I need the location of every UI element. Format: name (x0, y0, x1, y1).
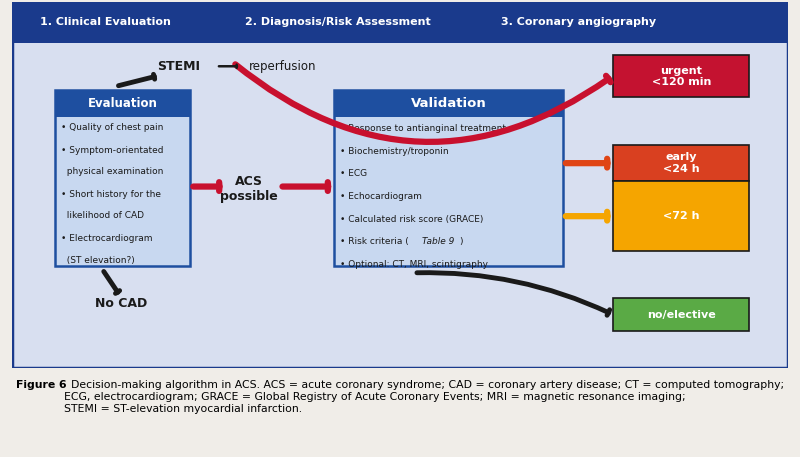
FancyBboxPatch shape (614, 145, 749, 181)
Text: • Optional: CT, MRI, scintigraphy: • Optional: CT, MRI, scintigraphy (340, 260, 488, 269)
Text: Evaluation: Evaluation (88, 97, 158, 110)
Text: Table 9: Table 9 (422, 237, 454, 246)
Text: no/elective: no/elective (647, 310, 716, 320)
Text: Figure 6: Figure 6 (16, 380, 66, 390)
Text: 1. Clinical Evaluation: 1. Clinical Evaluation (40, 17, 170, 27)
Text: 3. Coronary angiography: 3. Coronary angiography (501, 17, 656, 27)
Text: • Risk criteria (: • Risk criteria ( (340, 237, 409, 246)
Text: • Echocardiogram: • Echocardiogram (340, 192, 422, 201)
FancyBboxPatch shape (12, 2, 788, 368)
FancyBboxPatch shape (54, 90, 190, 266)
Text: early
<24 h: early <24 h (663, 152, 700, 174)
Text: No CAD: No CAD (94, 298, 146, 310)
Text: ): ) (459, 237, 462, 246)
Text: Decision-making algorithm in ACS. ACS = acute coronary syndrome; CAD = coronary : Decision-making algorithm in ACS. ACS = … (64, 380, 784, 414)
FancyBboxPatch shape (334, 90, 563, 266)
FancyBboxPatch shape (614, 181, 749, 251)
Text: (ST elevation?): (ST elevation?) (61, 255, 134, 265)
Text: reperfusion: reperfusion (249, 60, 316, 73)
FancyBboxPatch shape (614, 55, 749, 97)
Text: ACS
possible: ACS possible (220, 175, 278, 203)
Text: likelihood of CAD: likelihood of CAD (61, 212, 144, 220)
Text: physical examination: physical examination (61, 167, 163, 176)
Text: STEMI: STEMI (158, 60, 200, 73)
Text: • Electrocardiogram: • Electrocardiogram (61, 234, 152, 244)
Text: • Biochemistry/troponin: • Biochemistry/troponin (340, 147, 449, 156)
Text: <72 h: <72 h (663, 211, 699, 221)
Text: • Response to antianginal treatment: • Response to antianginal treatment (340, 124, 506, 133)
Text: urgent
<120 min: urgent <120 min (652, 65, 711, 87)
Text: • Calculated risk score (GRACE): • Calculated risk score (GRACE) (340, 215, 484, 223)
Text: 2. Diagnosis/Risk Assessment: 2. Diagnosis/Risk Assessment (245, 17, 430, 27)
Text: • ECG: • ECG (340, 170, 367, 178)
Text: • Symptom-orientated: • Symptom-orientated (61, 146, 163, 155)
Text: • Quality of chest pain: • Quality of chest pain (61, 123, 163, 132)
FancyBboxPatch shape (334, 90, 563, 117)
FancyBboxPatch shape (614, 298, 749, 331)
FancyBboxPatch shape (54, 90, 190, 117)
FancyBboxPatch shape (12, 2, 788, 43)
Text: • Short history for the: • Short history for the (61, 190, 161, 199)
Text: Validation: Validation (410, 97, 486, 110)
